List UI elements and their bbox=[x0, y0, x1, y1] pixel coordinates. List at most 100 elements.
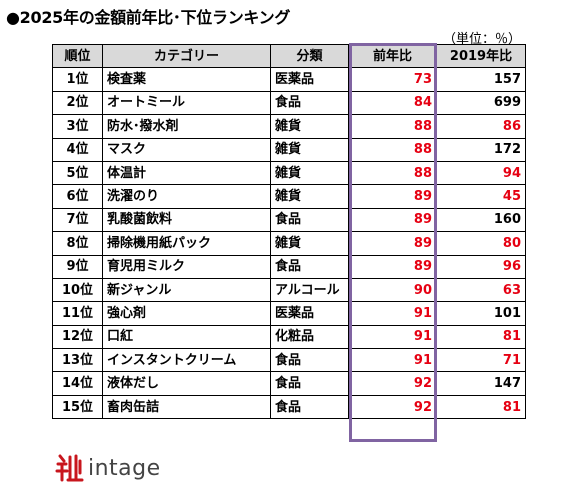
rank-cell: 3位 bbox=[52, 114, 103, 139]
rank-cell: 11位 bbox=[52, 301, 103, 326]
vs2019-value: 157 bbox=[436, 67, 526, 92]
table-row: 6位 洗濯のり 雑貨 89 45 bbox=[52, 184, 526, 209]
table-row: 3位 防水･撥水剤 雑貨 88 86 bbox=[52, 114, 526, 139]
category-cell: 防水･撥水剤 bbox=[102, 114, 271, 139]
rank-cell: 4位 bbox=[52, 137, 103, 162]
yoy-value: 91 bbox=[348, 301, 437, 326]
yoy-value: 91 bbox=[348, 324, 437, 350]
category-cell: 新ジャンル bbox=[102, 277, 271, 303]
rank-cell: 7位 bbox=[52, 207, 103, 233]
type-cell: 食品 bbox=[270, 348, 349, 373]
table-row: 2位 オートミール 食品 84 699 bbox=[52, 90, 526, 116]
table-row: 14位 液体だし 食品 92 147 bbox=[52, 371, 526, 396]
vs2019-value: 172 bbox=[436, 137, 526, 162]
table-row: 8位 掃除機用紙パック 雑貨 89 80 bbox=[52, 231, 526, 256]
yoy-value: 92 bbox=[348, 394, 437, 420]
yoy-value: 88 bbox=[348, 114, 437, 139]
header-type: 分類 bbox=[270, 43, 349, 69]
type-cell: 食品 bbox=[270, 90, 349, 116]
category-cell: 液体だし bbox=[102, 371, 271, 396]
yoy-value: 88 bbox=[348, 160, 437, 186]
type-cell: 雑貨 bbox=[270, 160, 349, 186]
type-cell: アルコール bbox=[270, 277, 349, 303]
category-cell: インスタントクリーム bbox=[102, 348, 271, 373]
vs2019-value: 63 bbox=[436, 277, 526, 303]
yoy-value: 89 bbox=[348, 207, 437, 233]
header-rank: 順位 bbox=[52, 43, 103, 69]
category-cell: 体温計 bbox=[102, 160, 271, 186]
rank-cell: 13位 bbox=[52, 348, 103, 373]
vs2019-value: 81 bbox=[436, 394, 526, 420]
intage-logo: intage bbox=[54, 453, 161, 483]
yoy-value: 89 bbox=[348, 254, 437, 279]
category-cell: 掃除機用紙パック bbox=[102, 231, 271, 256]
type-cell: 食品 bbox=[270, 394, 349, 420]
vs2019-value: 147 bbox=[436, 371, 526, 396]
rank-cell: 5位 bbox=[52, 160, 103, 186]
category-cell: 検査薬 bbox=[102, 67, 271, 92]
header-vs2019: 2019年比 bbox=[436, 43, 526, 69]
vs2019-value: 81 bbox=[436, 324, 526, 350]
type-cell: 化粧品 bbox=[270, 324, 349, 350]
yoy-value: 91 bbox=[348, 348, 437, 373]
category-cell: 育児用ミルク bbox=[102, 254, 271, 279]
table-row: 9位 育児用ミルク 食品 89 96 bbox=[52, 254, 526, 279]
category-cell: オートミール bbox=[102, 90, 271, 116]
rank-cell: 9位 bbox=[52, 254, 103, 279]
category-cell: 口紅 bbox=[102, 324, 271, 350]
vs2019-value: 699 bbox=[436, 90, 526, 116]
table-row: 15位 畜肉缶詰 食品 92 81 bbox=[52, 394, 526, 420]
vs2019-value: 80 bbox=[436, 231, 526, 256]
rank-cell: 8位 bbox=[52, 231, 103, 256]
yoy-value: 89 bbox=[348, 184, 437, 209]
table-row: 10位 新ジャンル アルコール 90 63 bbox=[52, 277, 526, 303]
unit-note: （単位：％） bbox=[442, 32, 521, 47]
vs2019-value: 160 bbox=[436, 207, 526, 233]
rank-cell: 1位 bbox=[52, 67, 103, 92]
intage-logo-text: intage bbox=[88, 455, 161, 481]
type-cell: 食品 bbox=[270, 371, 349, 396]
vs2019-value: 96 bbox=[436, 254, 526, 279]
rank-cell: 12位 bbox=[52, 324, 103, 350]
category-cell: 畜肉缶詰 bbox=[102, 394, 271, 420]
type-cell: 雑貨 bbox=[270, 231, 349, 256]
page-title: ●2025年の金額前年比･下位ランキング bbox=[6, 8, 291, 27]
table-row: 12位 口紅 化粧品 91 81 bbox=[52, 324, 526, 350]
table-row: 7位 乳酸菌飲料 食品 89 160 bbox=[52, 207, 526, 233]
vs2019-value: 45 bbox=[436, 184, 526, 209]
type-cell: 医薬品 bbox=[270, 67, 349, 92]
table-row: 4位 マスク 雑貨 88 172 bbox=[52, 137, 526, 162]
table-body: 1位 検査薬 医薬品 73 157 2位 オートミール 食品 84 699 3位 防水･撥水剤 雑貨 88… bbox=[52, 67, 526, 420]
type-cell: 食品 bbox=[270, 254, 349, 279]
rank-cell: 6位 bbox=[52, 184, 103, 209]
rank-cell: 15位 bbox=[52, 394, 103, 420]
rank-cell: 14位 bbox=[52, 371, 103, 396]
yoy-value: 73 bbox=[348, 67, 437, 92]
category-cell: 強心剤 bbox=[102, 301, 271, 326]
type-cell: 医薬品 bbox=[270, 301, 349, 326]
vs2019-value: 94 bbox=[436, 160, 526, 186]
rank-cell: 2位 bbox=[52, 90, 103, 116]
yoy-value: 89 bbox=[348, 231, 437, 256]
type-cell: 雑貨 bbox=[270, 114, 349, 139]
vs2019-value: 86 bbox=[436, 114, 526, 139]
yoy-value: 84 bbox=[348, 90, 437, 116]
vs2019-value: 101 bbox=[436, 301, 526, 326]
category-cell: 乳酸菌飲料 bbox=[102, 207, 271, 233]
yoy-value: 92 bbox=[348, 371, 437, 396]
table-row: 1位 検査薬 医薬品 73 157 bbox=[52, 67, 526, 92]
table-row: 5位 体温計 雑貨 88 94 bbox=[52, 160, 526, 186]
yoy-value: 90 bbox=[348, 277, 437, 303]
intage-logo-icon bbox=[55, 454, 84, 482]
table-row: 13位 インスタントクリーム 食品 91 71 bbox=[52, 348, 526, 373]
yoy-value: 88 bbox=[348, 137, 437, 162]
vs2019-value: 71 bbox=[436, 348, 526, 373]
ranking-table: 順位 カテゴリー 分類 前年比 2019年比 1位 検査薬 医薬品 73 157 2位 オー… bbox=[52, 43, 526, 420]
rank-cell: 10位 bbox=[52, 277, 103, 303]
header-category: カテゴリー bbox=[102, 43, 271, 69]
header-yoy: 前年比 bbox=[348, 43, 437, 69]
type-cell: 雑貨 bbox=[270, 137, 349, 162]
table-row: 11位 強心剤 医薬品 91 101 bbox=[52, 301, 526, 326]
category-cell: マスク bbox=[102, 137, 271, 162]
category-cell: 洗濯のり bbox=[102, 184, 271, 209]
